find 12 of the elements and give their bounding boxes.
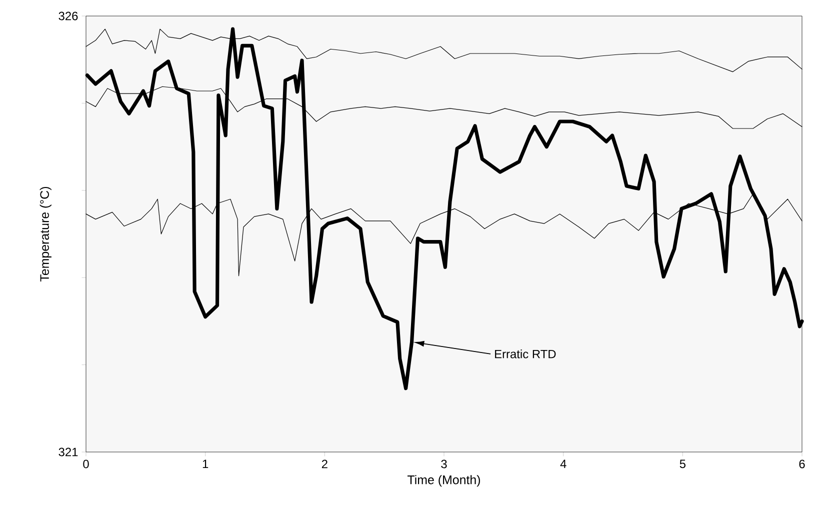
x-tick-label: 4 (560, 460, 566, 468)
x-tick-label: 6 (799, 460, 805, 468)
x-tick-label: 2 (322, 460, 328, 468)
y-tick-label: 321 (58, 448, 78, 456)
x-tick-label: 3 (441, 460, 447, 468)
y-tick-label: 326 (58, 12, 78, 20)
x-tick-label: 0 (83, 460, 89, 468)
x-tick-label: 5 (680, 460, 686, 468)
y-axis-title: Temperature (°C) (40, 186, 52, 282)
annotation: Erratic RTD (495, 350, 556, 358)
x-tick-label: 1 (202, 460, 208, 468)
x-axis-title: Time (Month) (407, 475, 480, 487)
